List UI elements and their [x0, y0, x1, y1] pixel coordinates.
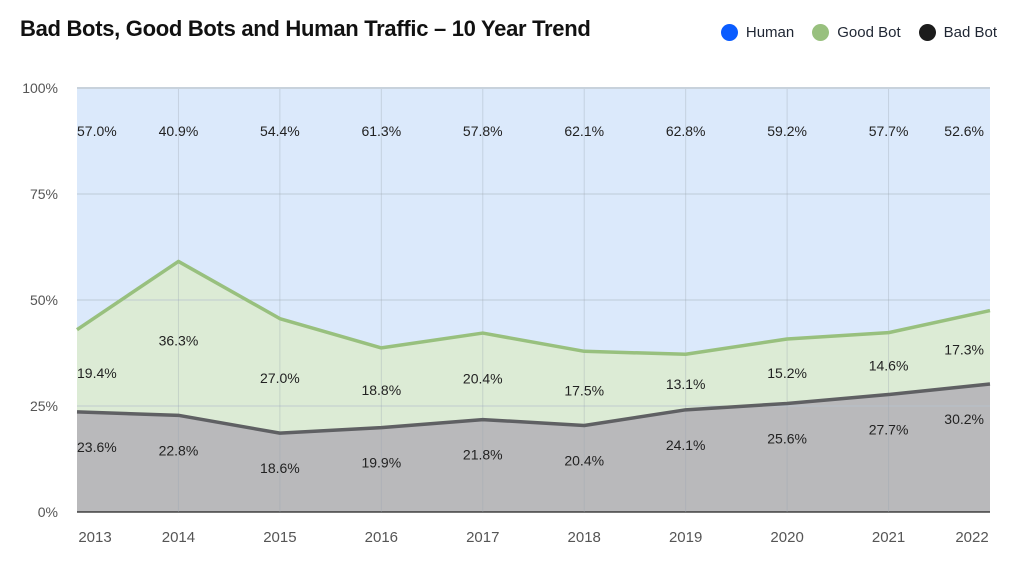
x-tick-label: 2021	[872, 529, 905, 546]
data-label-human: 57.7%	[869, 123, 909, 139]
data-label-human: 54.4%	[260, 123, 300, 139]
legend-swatch-human	[720, 24, 738, 41]
area-good-bot	[77, 261, 990, 434]
legend-label: Good Bot	[837, 24, 901, 41]
data-label-good-bot: 19.4%	[77, 365, 117, 381]
legend-label: Human	[745, 24, 795, 41]
x-tick-label: 2019	[669, 529, 702, 546]
data-label-good-bot: 13.1%	[666, 376, 706, 392]
data-label-bad-bot: 18.6%	[260, 460, 300, 476]
line-good-bot	[76, 259, 991, 357]
data-label-good-bot: 27.0%	[260, 370, 300, 386]
legend-item-human[interactable]: Human	[720, 24, 795, 41]
y-tick-label: 25%	[30, 398, 58, 414]
data-label-human: 57.8%	[463, 123, 503, 139]
data-label-bad-bot: 24.1%	[666, 437, 706, 453]
area-bad-bot	[77, 383, 990, 512]
data-label-good-bot: 15.2%	[767, 365, 807, 381]
data-label-bad-bot: 19.9%	[361, 455, 401, 471]
data-label-bad-bot: 30.2%	[944, 411, 984, 427]
x-tick-label: 2020	[770, 529, 803, 546]
data-label-bad-bot: 23.6%	[77, 439, 117, 455]
legend-item-good-bot[interactable]: Good Bot	[812, 24, 901, 41]
data-label-good-bot: 14.6%	[869, 358, 909, 374]
chart-title: Bad Bots, Good Bots and Human Traffic – …	[20, 16, 591, 41]
y-tick-label: 75%	[30, 186, 58, 202]
x-tick-label: 2022	[955, 529, 988, 546]
data-label-good-bot: 20.4%	[463, 370, 503, 386]
data-label-human: 62.8%	[666, 123, 706, 139]
data-label-bad-bot: 27.7%	[869, 422, 909, 438]
legend-swatch-bad-bot	[918, 24, 936, 41]
data-label-human: 52.6%	[944, 123, 984, 139]
y-tick-label: 50%	[30, 292, 58, 308]
legend-item-bad-bot[interactable]: Bad Bot	[918, 24, 997, 41]
y-tick-label: 100%	[22, 80, 58, 96]
data-label-human: 61.3%	[361, 123, 401, 139]
data-label-bad-bot: 25.6%	[767, 430, 807, 446]
legend: Human Good Bot Bad Bot	[720, 24, 997, 41]
data-label-bad-bot: 22.8%	[159, 442, 199, 458]
x-tick-label: 2013	[78, 529, 111, 546]
data-label-human: 59.2%	[767, 123, 807, 139]
line-bad-bot	[76, 382, 991, 435]
data-label-good-bot: 18.8%	[361, 382, 401, 398]
data-label-human: 57.0%	[77, 123, 117, 139]
x-tick-label: 2018	[568, 529, 601, 546]
data-label-good-bot: 17.5%	[564, 382, 604, 398]
legend-label: Bad Bot	[943, 24, 997, 41]
x-tick-label: 2017	[466, 529, 499, 546]
x-tick-label: 2014	[162, 529, 195, 546]
x-tick-label: 2015	[263, 529, 296, 546]
data-label-human: 40.9%	[159, 123, 199, 139]
legend-swatch-good-bot	[812, 24, 830, 41]
y-tick-label: 0%	[38, 504, 58, 520]
area-human	[77, 88, 990, 355]
data-label-good-bot: 36.3%	[159, 332, 199, 348]
data-label-human: 62.1%	[564, 123, 604, 139]
data-label-bad-bot: 21.8%	[463, 447, 503, 463]
data-label-good-bot: 17.3%	[944, 341, 984, 357]
x-tick-label: 2016	[365, 529, 398, 546]
data-label-bad-bot: 20.4%	[564, 453, 604, 469]
